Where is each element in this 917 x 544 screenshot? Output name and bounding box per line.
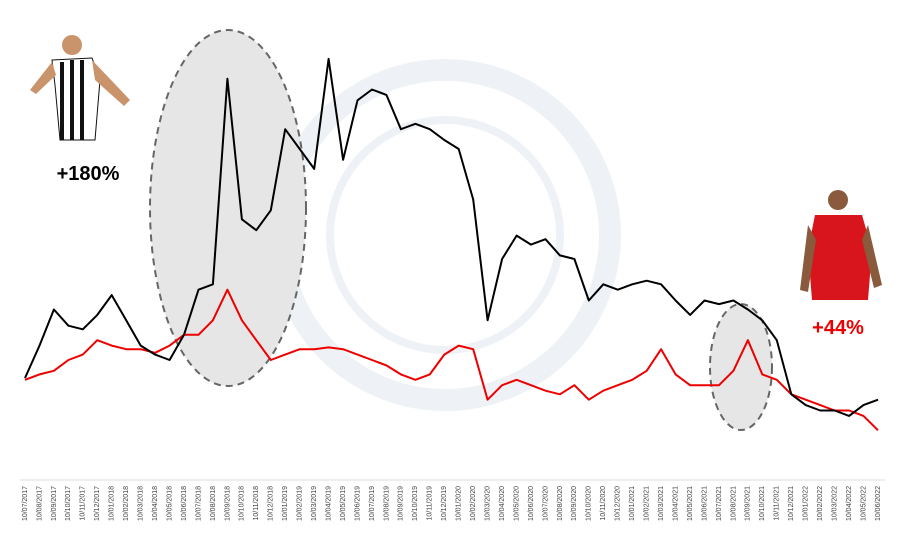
x-tick-label: 10/01/2018 (109, 486, 116, 521)
x-tick-label: 10/04/2018 (152, 486, 159, 521)
x-tick-label: 10/02/2022 (817, 486, 824, 521)
x-tick-label: 10/12/2018 (268, 486, 275, 521)
x-tick-label: 10/10/2018 (239, 486, 246, 521)
x-tick-label: 10/01/2019 (282, 486, 289, 521)
x-tick-label: 10/08/2018 (210, 486, 217, 521)
x-tick-label: 10/09/2018 (224, 486, 231, 521)
x-tick-label: 10/02/2020 (470, 486, 477, 521)
x-tick-label: 10/11/2020 (600, 486, 607, 521)
x-tick-label: 10/06/2021 (701, 486, 708, 521)
x-tick-label: 10/10/2019 (412, 486, 419, 521)
annotation: +180% (57, 163, 120, 185)
series-line (24, 288, 879, 432)
x-tick-label: 10/10/2020 (586, 486, 593, 521)
x-tick-label: 10/05/2018 (166, 486, 173, 521)
x-tick-label: 10/11/2019 (427, 486, 434, 521)
highlight-ellipse (149, 29, 307, 387)
player-manutd (800, 190, 882, 300)
x-tick-label: 10/10/2017 (65, 486, 72, 521)
x-tick-label: 10/11/2017 (80, 486, 87, 521)
x-tick-label: 10/03/2020 (484, 486, 491, 521)
x-tick-label: 10/08/2019 (383, 486, 390, 521)
watermark (269, 59, 621, 411)
x-tick-label: 10/10/2021 (759, 486, 766, 521)
x-tick-label: 10/03/2021 (658, 486, 665, 521)
x-tick-label: 10/11/2021 (774, 486, 781, 521)
x-tick-label: 10/03/2019 (311, 486, 318, 521)
plot (24, 57, 879, 432)
x-tick-label: 10/06/2019 (354, 486, 361, 521)
x-tick-label: 10/01/2020 (456, 486, 463, 521)
x-tick-label: 10/08/2021 (730, 486, 737, 521)
x-tick-label: 10/09/2020 (571, 486, 578, 521)
x-tick-label: 10/05/2020 (513, 486, 520, 521)
x-tick-label: 10/09/2017 (51, 486, 58, 521)
x-tick-label: 10/08/2020 (557, 486, 564, 521)
annotation: +44% (812, 317, 864, 339)
x-tick-label: 10/02/2018 (123, 486, 130, 521)
x-tick-label: 10/03/2018 (138, 486, 145, 521)
x-tick-label: 10/05/2022 (860, 486, 867, 521)
x-tick-label: 10/02/2021 (644, 486, 651, 521)
x-tick-label: 10/09/2019 (398, 486, 405, 521)
x-tick-label: 10/08/2017 (36, 486, 43, 521)
x-tick-label: 10/04/2022 (846, 486, 853, 521)
x-tick-label: 10/12/2020 (615, 486, 622, 521)
x-tick-label: 10/05/2019 (340, 486, 347, 521)
x-tick-label: 10/07/2021 (716, 486, 723, 521)
x-tick-label: 10/01/2022 (803, 486, 810, 521)
highlight-ellipse (709, 303, 773, 431)
x-tick-label: 10/12/2021 (788, 486, 795, 521)
x-tick-label: 10/12/2017 (94, 486, 101, 521)
player-juventus (30, 35, 130, 141)
x-tick-label: 10/05/2021 (687, 486, 694, 521)
x-tick-label: 10/01/2021 (629, 486, 636, 521)
x-tick-label: 10/07/2017 (22, 486, 29, 521)
x-tick-label: 10/07/2019 (369, 486, 376, 521)
x-tick-label: 10/04/2020 (499, 486, 506, 521)
x-tick-label: 10/07/2020 (542, 486, 549, 521)
x-tick-label: 10/02/2019 (297, 486, 304, 521)
series-line (24, 57, 879, 417)
x-tick-label: 10/04/2019 (325, 486, 332, 521)
x-tick-label: 10/03/2022 (831, 486, 838, 521)
x-tick-label: 10/06/2018 (181, 486, 188, 521)
x-tick-label: 10/06/2022 (875, 486, 882, 521)
x-tick-label: 10/11/2018 (253, 486, 260, 521)
x-tick-label: 10/12/2019 (441, 486, 448, 521)
x-tick-label: 10/06/2020 (528, 486, 535, 521)
x-tick-label: 10/04/2021 (672, 486, 679, 521)
x-tick-label: 10/09/2021 (745, 486, 752, 521)
x-tick-label: 10/07/2018 (195, 486, 202, 521)
